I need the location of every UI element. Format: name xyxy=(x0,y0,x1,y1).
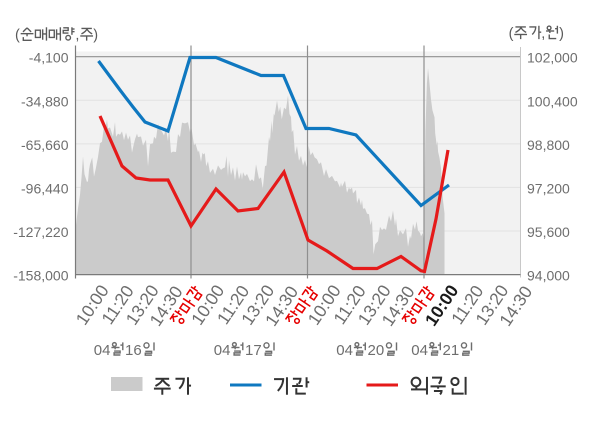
svg-text:100,400: 100,400 xyxy=(527,93,578,109)
svg-text:97,200: 97,200 xyxy=(527,180,570,196)
svg-text:,: , xyxy=(75,28,79,44)
svg-text:04: 04 xyxy=(94,342,111,359)
svg-text:95,600: 95,600 xyxy=(527,224,570,240)
svg-text:,: , xyxy=(541,26,545,42)
svg-text:16: 16 xyxy=(125,342,142,359)
svg-text:): ) xyxy=(93,28,98,44)
svg-text:-34,880: -34,880 xyxy=(21,93,69,109)
svg-text:-127,220: -127,220 xyxy=(13,224,68,240)
svg-text:-158,000: -158,000 xyxy=(13,268,68,284)
svg-text:(: ( xyxy=(509,26,514,42)
svg-text:(: ( xyxy=(15,28,20,44)
svg-text:04: 04 xyxy=(336,342,353,359)
svg-text:): ) xyxy=(559,26,564,42)
svg-text:-65,660: -65,660 xyxy=(21,137,69,153)
svg-text:94,000: 94,000 xyxy=(527,268,570,284)
svg-text:21: 21 xyxy=(443,342,460,359)
svg-text:04: 04 xyxy=(214,342,231,359)
svg-text:-4,100: -4,100 xyxy=(29,50,69,66)
svg-text:20: 20 xyxy=(368,342,385,359)
svg-text:-96,440: -96,440 xyxy=(21,180,69,196)
svg-text:102,000: 102,000 xyxy=(527,50,578,66)
svg-text:98,800: 98,800 xyxy=(527,137,570,153)
svg-text:04: 04 xyxy=(411,342,428,359)
svg-text:17: 17 xyxy=(245,342,262,359)
